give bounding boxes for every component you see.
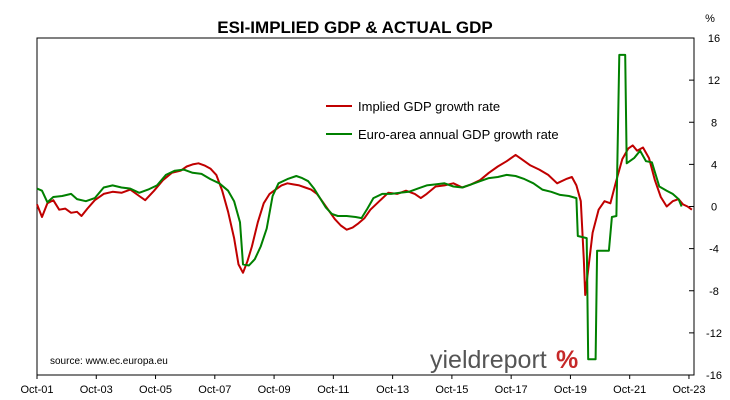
x-tick-label: Oct-05 — [139, 384, 172, 396]
x-tick-label: Oct-19 — [554, 384, 587, 396]
x-axis: Oct-01 Oct-03 Oct-05 Oct-07 Oct-09 Oct-11 Oct-… — [20, 375, 705, 396]
y-axis-unit: % — [705, 13, 715, 25]
y-tick-label: -8 — [709, 286, 719, 298]
legend-item-actual: Euro-area annual GDP growth rate — [358, 127, 559, 142]
y-tick-label: 12 — [708, 75, 720, 87]
x-tick-label: Oct-01 — [20, 384, 53, 396]
plot-area — [36, 37, 695, 376]
brand-symbol: % — [556, 346, 578, 374]
series-layer — [36, 53, 693, 361]
y-tick-label: 0 — [711, 202, 717, 214]
y-tick-label: -4 — [709, 244, 719, 256]
x-tick-label: Oct-13 — [376, 384, 409, 396]
source-note: source: www.ec.europa.eu — [50, 356, 168, 367]
y-tick-label: 4 — [711, 159, 717, 171]
series-line-actual-gdp — [36, 53, 683, 361]
legend: Implied GDP growth rate Euro-area annual… — [326, 99, 559, 142]
chart-title: ESI-IMPLIED GDP & ACTUAL GDP — [217, 18, 493, 37]
x-tick-label: Oct-09 — [258, 384, 291, 396]
x-tick-label: Oct-23 — [672, 384, 705, 396]
y-axis: 16 12 8 4 0 -4 -8 -12 -16 — [689, 33, 722, 382]
brand-text: yieldreport — [430, 346, 547, 374]
y-tick-label: -12 — [706, 328, 722, 340]
legend-item-implied: Implied GDP growth rate — [358, 99, 500, 114]
x-tick-label: Oct-11 — [317, 384, 349, 396]
y-tick-label: -16 — [706, 370, 722, 382]
x-tick-label: Oct-03 — [80, 384, 113, 396]
x-tick-label: Oct-17 — [495, 384, 528, 396]
y-tick-label: 16 — [708, 33, 720, 45]
brand-logo: yieldreport % — [430, 346, 578, 374]
x-tick-label: Oct-15 — [435, 384, 468, 396]
x-tick-label: Oct-07 — [198, 384, 231, 396]
x-tick-label: Oct-21 — [613, 384, 646, 396]
series-line-implied-gdp — [36, 144, 693, 296]
y-tick-label: 8 — [711, 117, 717, 129]
